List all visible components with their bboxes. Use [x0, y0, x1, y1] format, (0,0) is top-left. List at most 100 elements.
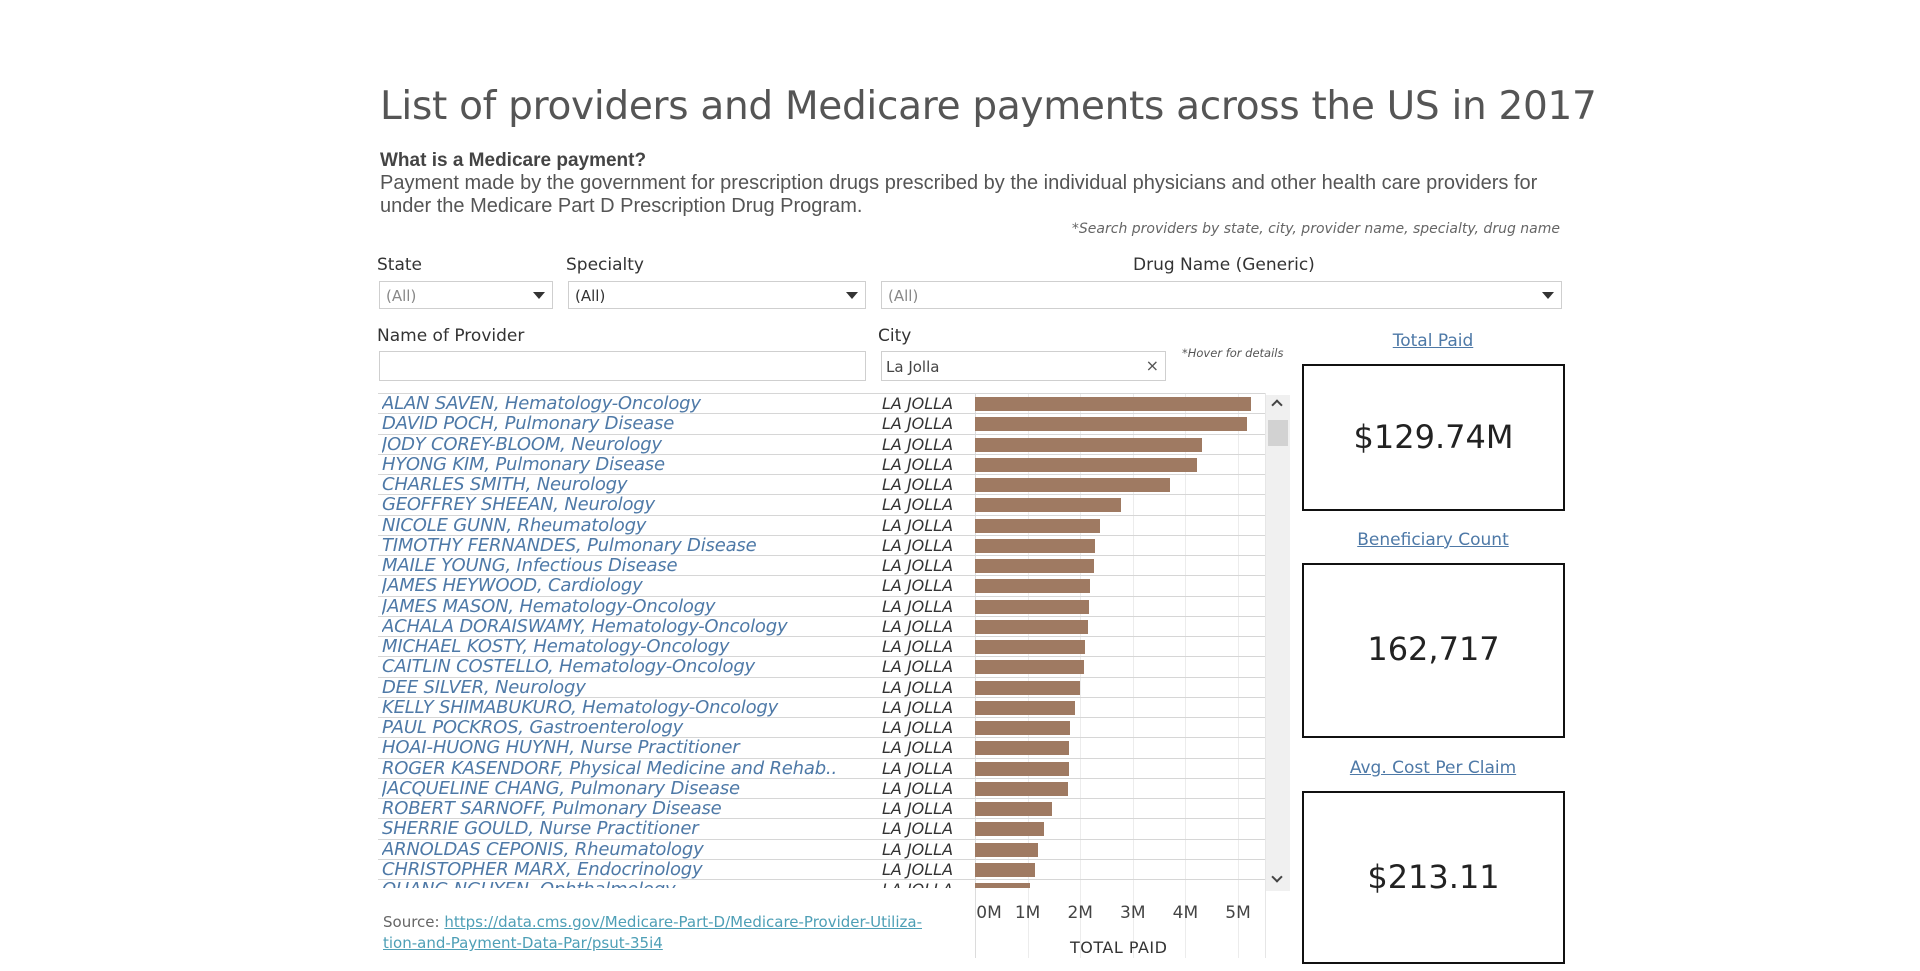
city-input[interactable]: La Jolla ×	[881, 351, 1166, 381]
table-row[interactable]: MICHAEL KOSTY, Hematology-Oncology LA JOL…	[378, 636, 1265, 657]
table-row[interactable]: ALAN SAVEN, Hematology-Oncology LA JOLLA	[378, 393, 1265, 414]
scroll-thumb[interactable]	[1268, 420, 1288, 446]
provider-name[interactable]: DAVID POCH, Pulmonary Disease	[382, 414, 675, 435]
drug-name-dropdown[interactable]: (All)	[881, 281, 1562, 309]
total-paid-bar[interactable]	[975, 700, 1075, 715]
table-row[interactable]: SHERRIE GOULD, Nurse Practitioner LA JOLL…	[378, 818, 1265, 839]
provider-city: LA JOLLA	[882, 616, 954, 636]
provider-list[interactable]: ALAN SAVEN, Hematology-Oncology LA JOLLA D…	[378, 393, 1266, 888]
table-row[interactable]: HOAI-HUONG HUYNH, Nurse Practitioner LA J…	[378, 737, 1265, 758]
provider-name[interactable]: GEOFFREY SHEEAN, Neurology	[382, 495, 655, 516]
scroll-up-icon[interactable]	[1266, 395, 1290, 413]
total-paid-bar[interactable]	[975, 781, 1068, 796]
provider-name[interactable]: KELLY SHIMABUKURO, Hematology-Oncology	[382, 697, 779, 718]
table-row[interactable]: ROGER KASENDORF, Physical Medicine and R…	[378, 757, 1265, 779]
state-dropdown[interactable]: (All)	[379, 281, 553, 309]
total-paid-bar[interactable]	[975, 579, 1091, 594]
table-row[interactable]: ROBERT SARNOFF, Pulmonary Disease LA JOLL…	[378, 798, 1265, 819]
table-row[interactable]: ACHALA DORAISWAMY, Hematology-Oncology LA…	[378, 615, 1265, 637]
total-paid-bar[interactable]	[975, 457, 1197, 472]
provider-name[interactable]: HYONG KIM, Pulmonary Disease	[382, 454, 665, 475]
total-paid-bar[interactable]	[975, 862, 1036, 877]
table-row[interactable]: GEOFFREY SHEEAN, Neurology LA JOLLA	[378, 494, 1265, 515]
table-row[interactable]: MAILE YOUNG, Infectious Disease LA JOLLA	[378, 555, 1265, 576]
total-paid-bar[interactable]	[975, 741, 1070, 756]
total-paid-bar[interactable]	[975, 518, 1100, 533]
table-row[interactable]: JAMES MASON, Hematology-Oncology LA JOLLA	[378, 595, 1265, 617]
total-paid-bar[interactable]	[975, 478, 1170, 492]
clear-icon[interactable]: ×	[1145, 356, 1159, 375]
gridline	[1080, 393, 1082, 958]
provider-name[interactable]: CAITLIN COSTELLO, Hematology-Oncology	[382, 657, 755, 678]
provider-name[interactable]: CHRISTOPHER MARX, Endocrinology	[382, 859, 703, 880]
total-paid-title[interactable]: Total Paid	[1392, 331, 1474, 351]
provider-name[interactable]: ALAN SAVEN, Hematology-Oncology	[382, 394, 701, 414]
total-paid-bar[interactable]	[975, 397, 1252, 411]
total-paid-bar[interactable]	[975, 660, 1085, 675]
source-note: Source: https://data.cms.gov/Medicare-Pa…	[383, 912, 922, 954]
total-paid-bar[interactable]	[975, 640, 1086, 654]
total-paid-bar[interactable]	[975, 559, 1094, 573]
table-row[interactable]: DEE SILVER, Neurology LA JOLLA	[378, 676, 1265, 698]
list-scrollbar[interactable]	[1266, 395, 1290, 891]
total-paid-bar[interactable]	[975, 842, 1039, 857]
provider-city: LA JOLLA	[882, 454, 954, 474]
total-paid-bar[interactable]	[975, 802, 1052, 816]
total-paid-bar[interactable]	[975, 417, 1247, 432]
provider-name[interactable]: NICOLE GUNN, Rheumatology	[382, 515, 647, 536]
provider-name[interactable]: QUANG NGUYEN, Ophthalmology	[382, 880, 872, 888]
provider-name[interactable]: MAILE YOUNG, Infectious Disease	[382, 556, 678, 576]
provider-name[interactable]: JAMES MASON, Hematology-Oncology	[382, 596, 716, 617]
source-link[interactable]: https://data.cms.gov/Medicare-Part-D/Med…	[383, 913, 922, 952]
table-row[interactable]: JACQUELINE CHANG, Pulmonary Disease LA JO…	[378, 777, 1265, 799]
table-row[interactable]: DAVID POCH, Pulmonary Disease LA JOLLA	[378, 413, 1265, 434]
provider-name[interactable]: HOAI-HUONG HUYNH, Nurse Practitioner	[382, 738, 740, 759]
provider-name-input[interactable]	[379, 351, 866, 381]
provider-name[interactable]: ROBERT SARNOFF, Pulmonary Disease	[382, 799, 722, 819]
provider-name[interactable]: ARNOLDAS CEPONIS, Rheumatology	[382, 839, 704, 860]
table-row[interactable]: PAUL POCKROS, Gastroenterology LA JOLLA	[378, 717, 1265, 738]
chevron-down-icon[interactable]	[1542, 292, 1554, 299]
table-row[interactable]: JAMES HEYWOOD, Cardiology LA JOLLA	[378, 575, 1265, 596]
table-row[interactable]: QUANG NGUYEN, Ophthalmology LA JOLLA	[378, 879, 1265, 888]
provider-name[interactable]: JACQUELINE CHANG, Pulmonary Disease	[382, 778, 740, 799]
table-row[interactable]: TIMOTHY FERNANDES, Pulmonary Disease LA J…	[378, 534, 1265, 556]
provider-name[interactable]: SHERRIE GOULD, Nurse Practitioner	[382, 819, 699, 840]
provider-name[interactable]: CHARLES SMITH, Neurology	[382, 475, 628, 495]
chevron-down-icon[interactable]	[846, 292, 858, 299]
scroll-down-icon[interactable]	[1266, 871, 1290, 889]
table-row[interactable]: CHRISTOPHER MARX, Endocrinology LA JOLLA	[378, 858, 1265, 880]
provider-city: LA JOLLA	[882, 576, 954, 596]
specialty-dropdown[interactable]: (All)	[568, 281, 866, 309]
provider-city: LA JOLLA	[882, 515, 954, 535]
provider-name[interactable]: PAUL POCKROS, Gastroenterology	[382, 718, 684, 738]
table-row[interactable]: JODY COREY-BLOOM, Neurology LA JOLLA	[378, 433, 1265, 455]
total-paid-bar[interactable]	[975, 437, 1202, 452]
total-paid-bar[interactable]	[975, 599, 1089, 614]
total-paid-bar[interactable]	[975, 721, 1071, 735]
table-row[interactable]: CHARLES SMITH, Neurology LA JOLLA	[378, 474, 1265, 495]
provider-name[interactable]: TIMOTHY FERNANDES, Pulmonary Disease	[382, 535, 757, 556]
table-row[interactable]: CAITLIN COSTELLO, Hematology-Oncology LA …	[378, 656, 1265, 677]
table-row[interactable]: NICOLE GUNN, Rheumatology LA JOLLA	[378, 514, 1265, 536]
total-paid-bar[interactable]	[975, 761, 1069, 776]
provider-name[interactable]: ACHALA DORAISWAMY, Hematology-Oncology	[382, 616, 788, 637]
table-row[interactable]: KELLY SHIMABUKURO, Hematology-Oncology LA…	[378, 696, 1265, 718]
total-paid-bar[interactable]	[975, 498, 1121, 513]
total-paid-bar[interactable]	[975, 822, 1045, 837]
table-row[interactable]: HYONG KIM, Pulmonary Disease LA JOLLA	[378, 453, 1265, 475]
provider-name[interactable]: ROGER KASENDORF, Physical Medicine and R…	[382, 758, 837, 779]
avg-cost-title[interactable]: Avg. Cost Per Claim	[1349, 758, 1517, 778]
beneficiary-count-title[interactable]: Beneficiary Count	[1357, 530, 1509, 550]
table-row[interactable]: ARNOLDAS CEPONIS, Rheumatology LA JOLLA	[378, 838, 1265, 860]
provider-name[interactable]: DEE SILVER, Neurology	[382, 677, 586, 698]
provider-name[interactable]: MICHAEL KOSTY, Hematology-Oncology	[382, 637, 730, 657]
gridline	[1132, 393, 1134, 958]
total-paid-bar[interactable]	[975, 680, 1081, 695]
provider-name[interactable]: JAMES HEYWOOD, Cardiology	[382, 576, 643, 597]
total-paid-bar[interactable]	[975, 619, 1088, 634]
total-paid-bar[interactable]	[975, 538, 1096, 553]
provider-name[interactable]: JODY COREY-BLOOM, Neurology	[382, 434, 662, 455]
chevron-down-icon[interactable]	[533, 292, 545, 299]
total-paid-bar[interactable]	[975, 883, 1030, 888]
